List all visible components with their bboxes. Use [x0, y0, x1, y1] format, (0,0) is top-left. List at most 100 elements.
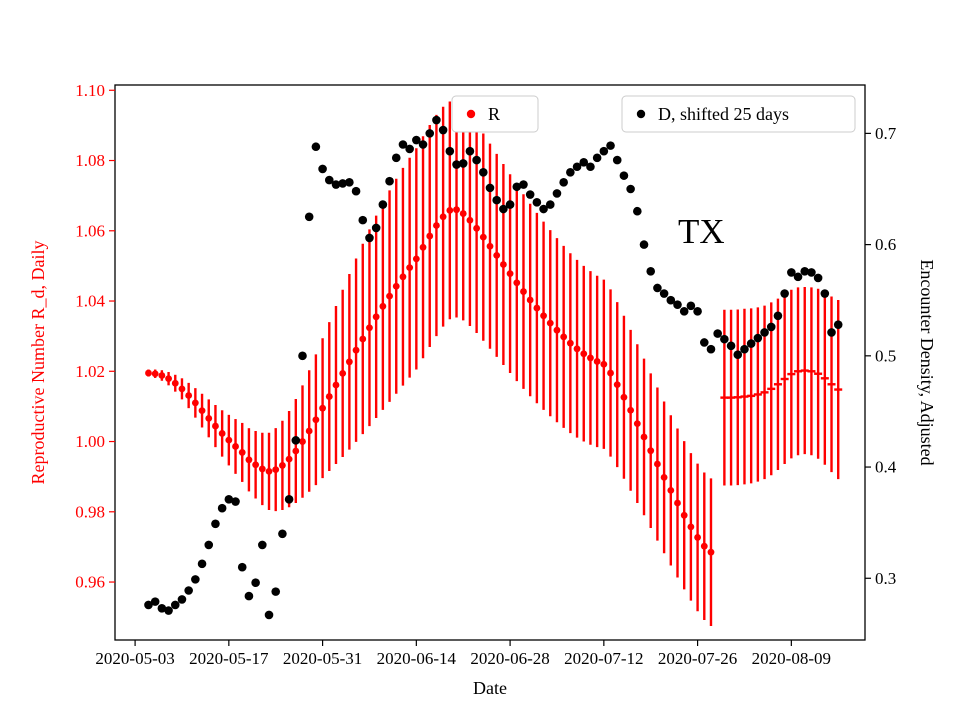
legend-marker-r: [466, 109, 476, 119]
data-point-r-seg1: [379, 302, 387, 310]
data-point-r-seg1: [667, 486, 675, 494]
data-point-d: [539, 204, 548, 214]
data-point-d: [773, 311, 783, 321]
x-tick-label: 2020-06-28: [470, 649, 549, 668]
legend-box: [451, 95, 539, 133]
data-point-r-seg1: [165, 375, 172, 383]
data-point-d: [211, 519, 220, 529]
data-point-d: [746, 339, 756, 348]
data-point-d: [264, 610, 274, 620]
data-point-d: [726, 341, 736, 351]
data-point-r-seg2: [800, 369, 809, 372]
data-point-r-seg1: [546, 319, 554, 327]
data-point-d: [378, 200, 388, 209]
data-point-d: [545, 200, 555, 209]
data-point-r-seg1: [399, 273, 407, 281]
data-point-d: [318, 164, 327, 174]
data-point-d: [150, 597, 160, 606]
data-point-d: [492, 195, 501, 205]
data-point-r-seg1: [640, 433, 648, 441]
data-point-d: [639, 240, 649, 249]
data-point-d: [278, 529, 287, 539]
data-point-r-seg1: [238, 449, 246, 456]
data-point-r-seg1: [191, 399, 199, 407]
data-point-d: [465, 146, 475, 156]
data-point-d: [144, 600, 153, 610]
data-point-d: [184, 586, 193, 595]
data-point-d: [559, 178, 568, 187]
x-tick-label: 2020-05-17: [189, 649, 269, 668]
data-point-d: [519, 180, 528, 189]
data-point-r-seg1: [540, 312, 547, 320]
data-point-r-seg2: [720, 396, 729, 399]
data-point-r-seg1: [426, 232, 434, 240]
data-point-r-seg2: [787, 372, 796, 376]
x-tick-label: 2020-06-14: [377, 649, 457, 668]
data-point-r-seg1: [232, 443, 239, 450]
data-point-d: [813, 273, 823, 283]
data-point-d: [706, 344, 716, 354]
data-point-r-seg1: [406, 264, 414, 272]
data-point-r-seg1: [305, 427, 313, 435]
data-point-r-seg1: [252, 461, 260, 469]
data-point-d: [271, 587, 281, 596]
data-point-d: [284, 495, 294, 504]
data-point-r-seg1: [687, 523, 695, 531]
x-axis-label: Date: [473, 678, 507, 698]
x-tick-label: 2020-07-12: [564, 649, 643, 668]
data-point-r-seg1: [145, 369, 152, 377]
x-tick-label: 2020-07-26: [658, 649, 737, 668]
data-point-d: [412, 135, 421, 145]
data-point-d: [633, 206, 642, 216]
data-point-r-seg1: [366, 324, 373, 332]
data-point-d: [485, 183, 495, 193]
data-point-r-seg2: [747, 394, 756, 398]
data-point-d: [445, 146, 455, 156]
data-point-r-seg1: [392, 282, 400, 290]
data-point-d: [177, 595, 187, 604]
data-point-r-seg1: [479, 233, 487, 241]
data-point-d: [224, 495, 234, 504]
series-r-seg2: [720, 286, 843, 486]
data-point-d: [170, 600, 180, 610]
data-point-r-seg1: [352, 346, 360, 354]
data-point-d: [432, 115, 441, 125]
data-point-r-seg1: [660, 473, 668, 481]
data-point-d: [800, 266, 810, 276]
data-point-d: [191, 575, 200, 584]
left-tick-label: 1.04: [75, 292, 105, 311]
data-point-d: [592, 153, 602, 163]
data-point-r-seg1: [553, 326, 561, 334]
data-point-r-seg1: [218, 430, 226, 437]
data-point-r-seg1: [473, 224, 481, 232]
data-point-d: [438, 125, 448, 135]
data-point-d: [780, 289, 789, 298]
state-annotation: TX: [678, 212, 725, 251]
x-tick-label: 2020-08-09: [752, 649, 831, 668]
x-tick-label: 2020-05-03: [95, 649, 174, 668]
data-point-d: [479, 168, 488, 177]
data-point-d: [311, 142, 321, 152]
data-point-r-seg1: [526, 296, 534, 304]
data-point-d: [787, 268, 796, 277]
data-point-r-seg1: [272, 466, 280, 474]
right-tick-label: 0.3: [875, 569, 896, 588]
data-point-r-seg1: [245, 456, 253, 464]
data-point-d: [532, 198, 542, 207]
data-point-d: [298, 351, 307, 361]
data-point-r-seg2: [760, 391, 769, 394]
data-point-d: [566, 168, 575, 177]
data-point-r-seg1: [513, 279, 521, 287]
data-point-r-seg2: [807, 370, 816, 373]
left-tick-label: 1.02: [75, 362, 105, 381]
data-point-r-seg2: [727, 396, 736, 399]
data-point-d: [753, 333, 763, 343]
data-point-r-seg2: [740, 395, 749, 398]
data-point-d: [606, 141, 615, 150]
data-point-r-seg2: [827, 383, 836, 386]
right-tick-label: 0.6: [875, 235, 896, 254]
data-point-r-seg1: [627, 406, 635, 414]
data-point-r-seg1: [171, 379, 179, 387]
